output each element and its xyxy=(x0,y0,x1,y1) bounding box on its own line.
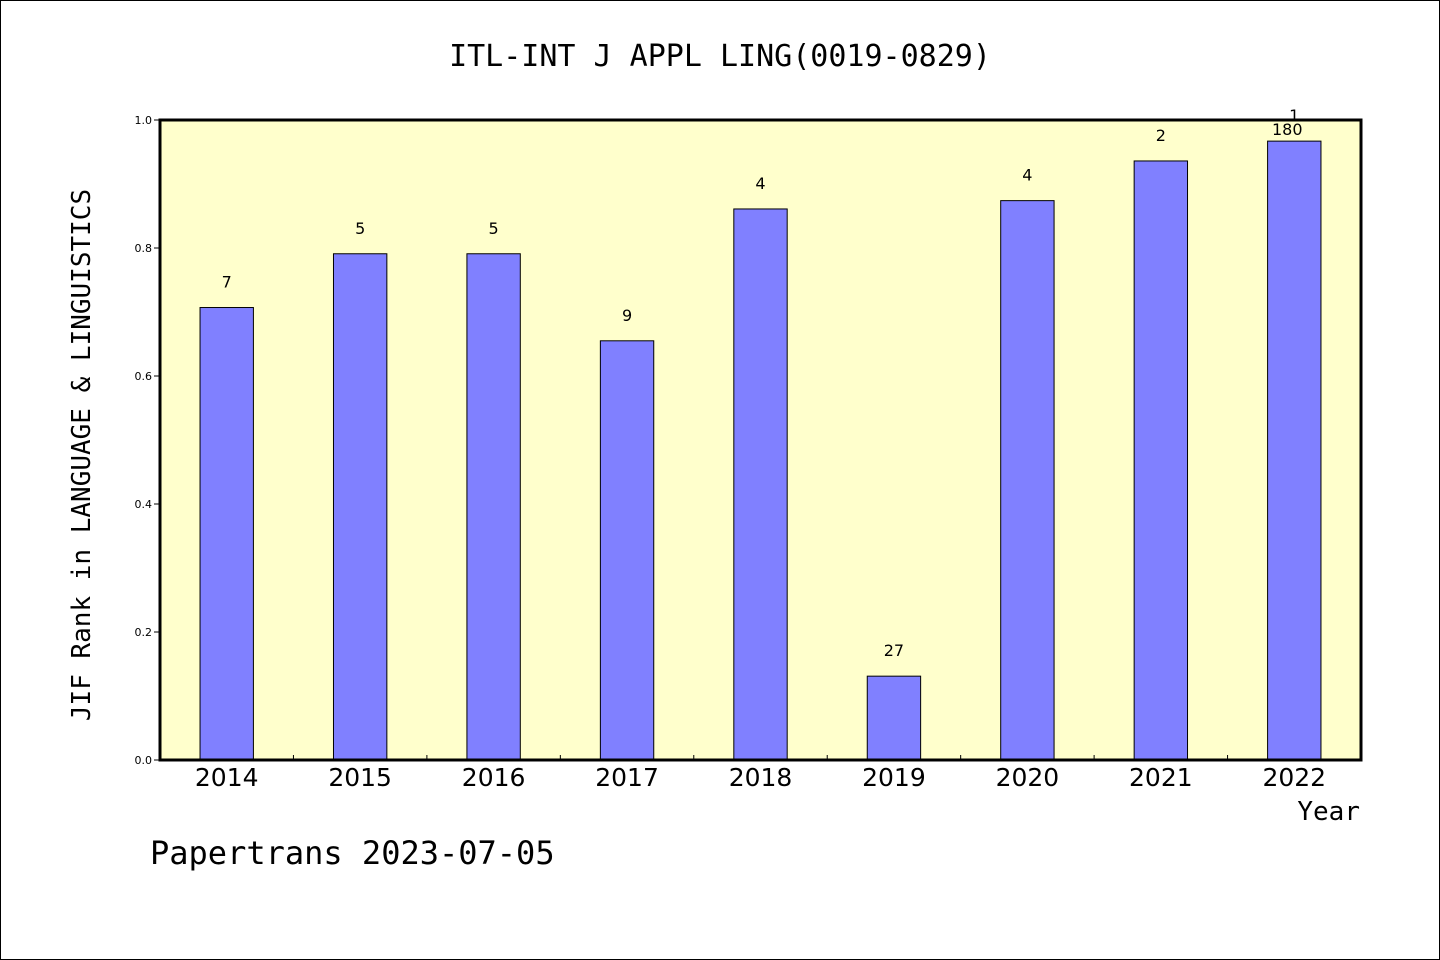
bar-label-2020: 4 xyxy=(1022,166,1032,185)
x-tick-label-2018: 2018 xyxy=(729,763,793,792)
x-tick-label-2017: 2017 xyxy=(595,763,659,792)
x-tick-label-2020: 2020 xyxy=(996,763,1060,792)
bar-2014 xyxy=(199,307,254,761)
bar-2016 xyxy=(466,253,521,761)
y-tick-label-0.8: 0.8 xyxy=(135,242,153,255)
axis-ticks: 2014 2015 2016 2017 2018 2019 2020 2021 2022 0.0 0… xyxy=(135,114,1327,792)
x-axis-label: Year xyxy=(1297,797,1360,827)
plot-border xyxy=(158,118,1363,762)
y-axis-label: JIF Rank in LANGUAGE & LINGUISTICS xyxy=(67,189,97,721)
bar-label-2015: 5 xyxy=(355,219,365,238)
bar-label-2016: 5 xyxy=(489,219,499,238)
x-tick-label-2021: 2021 xyxy=(1129,763,1193,792)
y-tick-label-1.0: 1.0 xyxy=(135,114,153,127)
x-tick-label-2022: 2022 xyxy=(1262,763,1326,792)
bar-label-2017: 9 xyxy=(622,306,632,325)
bar-2017 xyxy=(599,340,655,761)
bar-label-2022: 1 xyxy=(1289,106,1299,125)
y-tick-label-0.2: 0.2 xyxy=(135,626,153,639)
bar-2015 xyxy=(332,253,388,761)
y-tick-label-0.4: 0.4 xyxy=(135,498,153,511)
x-tick-label-2014: 2014 xyxy=(195,763,259,792)
bar-2019 xyxy=(866,675,922,761)
bar-extra-label-2022: 180 xyxy=(1272,120,1303,139)
y-tick-label-0.0: 0.0 xyxy=(135,754,153,767)
bar-2021 xyxy=(1133,160,1189,761)
x-tick-label-2016: 2016 xyxy=(462,763,526,792)
bar-label-2014: 7 xyxy=(222,273,232,292)
bar-label-2021: 2 xyxy=(1156,126,1166,145)
x-tick-label-2015: 2015 xyxy=(328,763,392,792)
x-tick-label-2019: 2019 xyxy=(862,763,926,792)
bar-2022 xyxy=(1267,140,1322,761)
bar-label-2018: 4 xyxy=(755,174,765,193)
bar-label-2019: 27 xyxy=(884,641,904,660)
chart-title: ITL-INT J APPL LING(0019-0829) xyxy=(449,39,991,74)
footer-text: Papertrans 2023-07-05 xyxy=(150,834,555,872)
bar-2020 xyxy=(1000,200,1055,761)
y-tick-label-0.6: 0.6 xyxy=(135,370,153,383)
bar-2018 xyxy=(733,208,788,761)
